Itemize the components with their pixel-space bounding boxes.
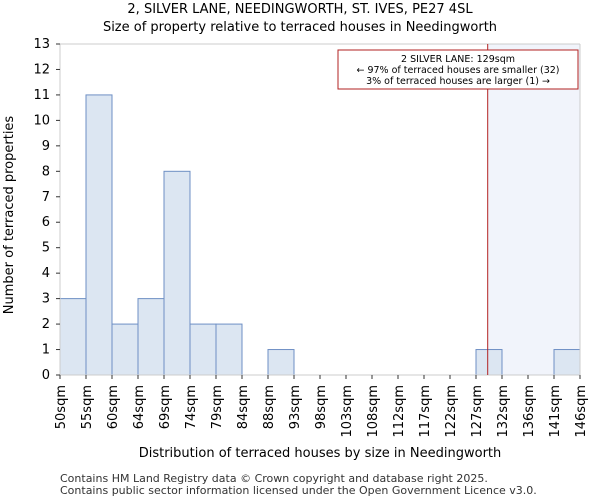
footer-copyright: Contains HM Land Registry data © Crown c… [60, 472, 488, 485]
bar-69sqm [163, 170, 191, 376]
x-tick-label-146sqm: 146sqm [574, 385, 589, 438]
annotation-line-2: ← 97% of terraced houses are smaller (32… [356, 65, 559, 76]
bar-141sqm [553, 349, 581, 376]
x-tick-label-108sqm: 108sqm [366, 385, 381, 438]
y-tick-label: 0 [42, 368, 50, 383]
x-tick-label-141sqm: 141sqm [548, 385, 563, 438]
x-tick-label-50sqm: 50sqm [54, 385, 69, 429]
y-tick-label: 8 [42, 164, 50, 179]
y-tick-label: 1 [42, 343, 50, 358]
y-tick-label: 6 [42, 215, 50, 230]
x-tick-label-88sqm: 88sqm [262, 385, 277, 429]
chart-title: 2, SILVER LANE, NEEDINGWORTH, ST. IVES, … [127, 2, 473, 17]
x-tick-label-122sqm: 122sqm [444, 385, 459, 438]
x-tick-label-55sqm: 55sqm [80, 385, 95, 429]
y-tick-label: 12 [33, 62, 50, 77]
annotation-line-3: 3% of terraced houses are larger (1) → [366, 76, 550, 87]
y-tick-label: 10 [33, 113, 50, 128]
bar-64sqm [137, 298, 165, 376]
y-tick-label: 11 [33, 88, 50, 103]
x-tick-label-93sqm: 93sqm [288, 385, 303, 429]
annotation-box [337, 49, 579, 90]
y-tick-label: 5 [42, 241, 50, 256]
x-tick-label-112sqm: 112sqm [392, 385, 407, 438]
chart-subtitle: Size of property relative to terraced ho… [102, 20, 498, 35]
bar-50sqm [59, 298, 87, 376]
x-tick-label-103sqm: 103sqm [340, 385, 355, 438]
x-tick-label-69sqm: 69sqm [158, 385, 173, 429]
x-tick-label-127sqm: 127sqm [470, 385, 485, 438]
x-tick-label-117sqm: 117sqm [418, 385, 433, 438]
x-tick-label-79sqm: 79sqm [210, 385, 225, 429]
bar-88sqm [267, 349, 295, 376]
annotation-line-1: 2 SILVER LANE: 129sqm [401, 54, 515, 65]
x-axis-label: Distribution of terraced houses by size … [139, 446, 502, 461]
bar-127sqm [475, 349, 503, 376]
y-tick-label: 9 [42, 139, 50, 154]
larger-region-shade [487, 44, 580, 375]
x-tick-label-74sqm: 74sqm [184, 385, 199, 429]
y-tick-label: 4 [42, 266, 50, 281]
bar-55sqm [85, 94, 113, 376]
bar-74sqm [189, 323, 217, 376]
y-tick-label: 7 [42, 190, 50, 205]
x-tick-label-84sqm: 84sqm [236, 385, 251, 429]
x-tick-label-136sqm: 136sqm [522, 385, 537, 438]
y-tick-label: 13 [33, 37, 50, 52]
x-tick-label-98sqm: 98sqm [314, 385, 329, 429]
bar-60sqm [111, 323, 139, 376]
y-tick-label: 3 [42, 292, 50, 307]
y-axis-label: Number of terraced properties [2, 116, 17, 315]
x-tick-label-132sqm: 132sqm [496, 385, 511, 438]
y-tick-label: 2 [42, 317, 50, 332]
x-tick-label-64sqm: 64sqm [132, 385, 147, 429]
footer-licence: Contains public sector information licen… [60, 484, 537, 497]
bar-79sqm [215, 323, 243, 376]
x-tick-label-60sqm: 60sqm [106, 385, 121, 429]
